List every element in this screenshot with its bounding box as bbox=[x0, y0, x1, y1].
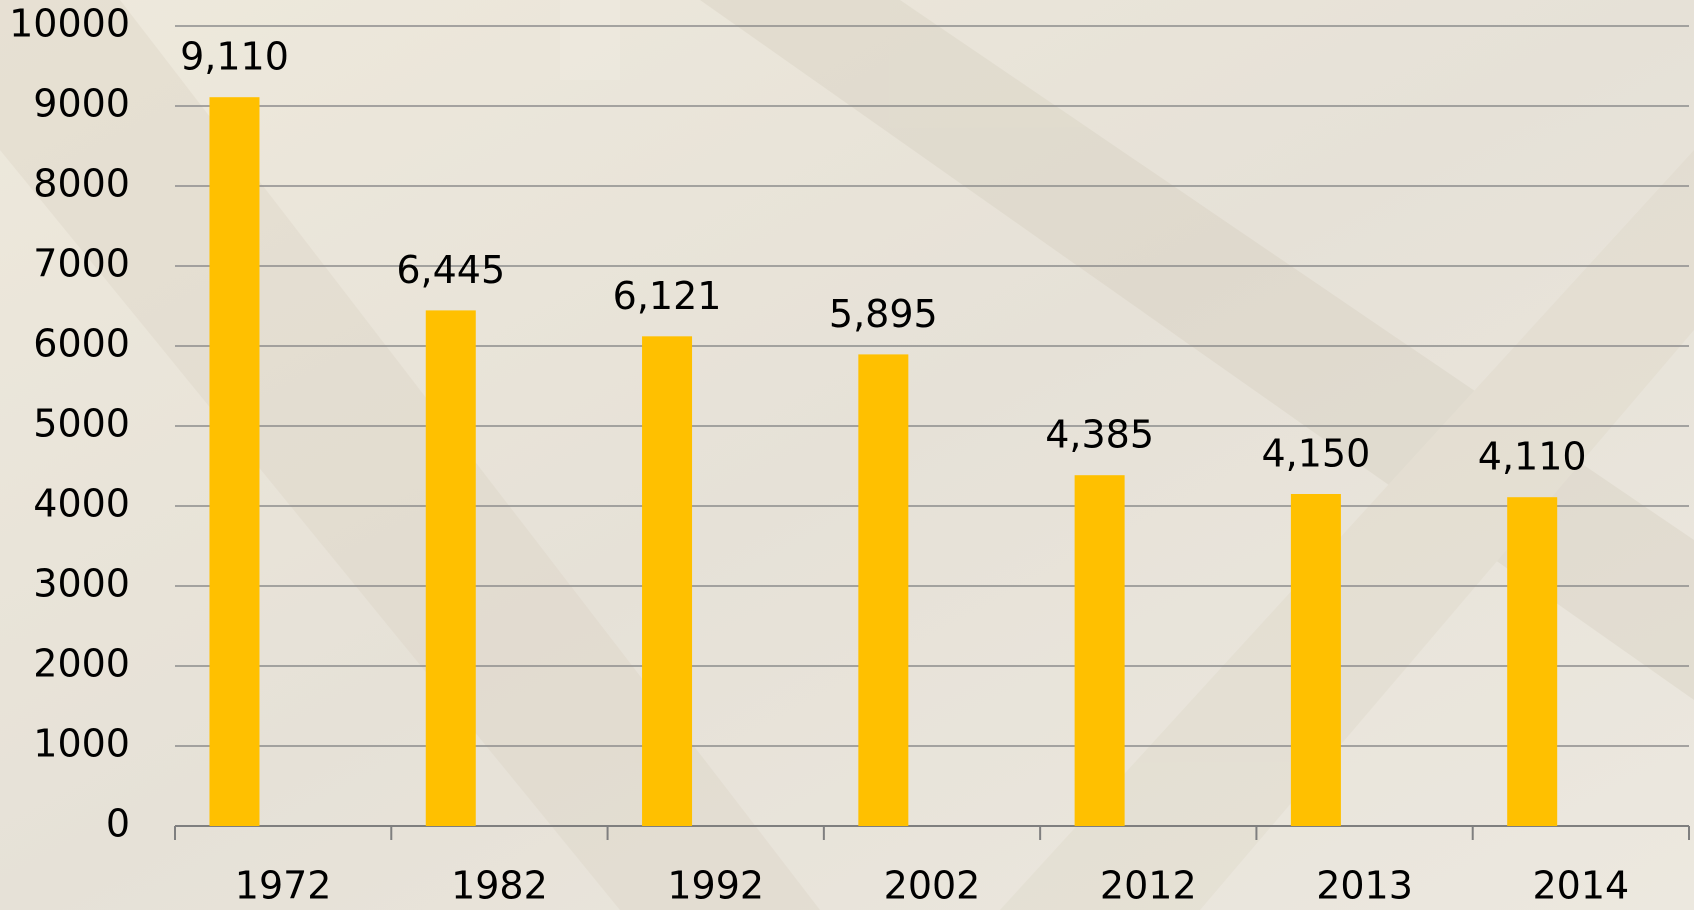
value-label: 5,895 bbox=[829, 292, 938, 336]
x-tick-label: 1982 bbox=[451, 864, 548, 908]
value-label: 4,150 bbox=[1262, 432, 1371, 476]
y-tick-label: 4000 bbox=[33, 482, 130, 526]
bar bbox=[858, 354, 908, 826]
y-tick-label: 0 bbox=[106, 802, 130, 846]
bar bbox=[1075, 475, 1125, 826]
y-tick-label: 8000 bbox=[33, 162, 130, 206]
value-label: 4,385 bbox=[1045, 413, 1154, 457]
bar bbox=[1507, 497, 1557, 826]
bar bbox=[1291, 494, 1341, 826]
y-tick-label: 7000 bbox=[33, 242, 130, 286]
y-tick-label: 9000 bbox=[33, 82, 130, 126]
chart: 0 1000 2000 3000 4000 5000 6000 7000 8000 9000 100… bbox=[0, 0, 1694, 910]
x-tick-label: 2014 bbox=[1532, 864, 1629, 908]
x-tick-label: 2012 bbox=[1100, 864, 1197, 908]
x-tick-label: 1992 bbox=[667, 864, 764, 908]
page: 0 1000 2000 3000 4000 5000 6000 7000 8000 9000 100… bbox=[0, 0, 1694, 910]
value-label: 4,110 bbox=[1478, 435, 1587, 479]
y-tick-label: 5000 bbox=[33, 402, 130, 446]
y-tick-label: 1000 bbox=[33, 722, 130, 766]
y-tick-label: 3000 bbox=[33, 562, 130, 606]
bar bbox=[426, 310, 476, 826]
x-tick-label: 2002 bbox=[884, 864, 981, 908]
bar bbox=[209, 97, 259, 826]
y-tick-label: 10000 bbox=[9, 2, 130, 46]
value-label: 6,445 bbox=[396, 248, 505, 292]
value-label: 6,121 bbox=[613, 274, 722, 318]
x-tick-label: 2013 bbox=[1316, 864, 1413, 908]
bar bbox=[642, 336, 692, 826]
y-tick-label: 2000 bbox=[33, 642, 130, 686]
value-label: 9,110 bbox=[180, 35, 289, 79]
x-tick-label: 1972 bbox=[235, 864, 332, 908]
y-tick-label: 6000 bbox=[33, 322, 130, 366]
